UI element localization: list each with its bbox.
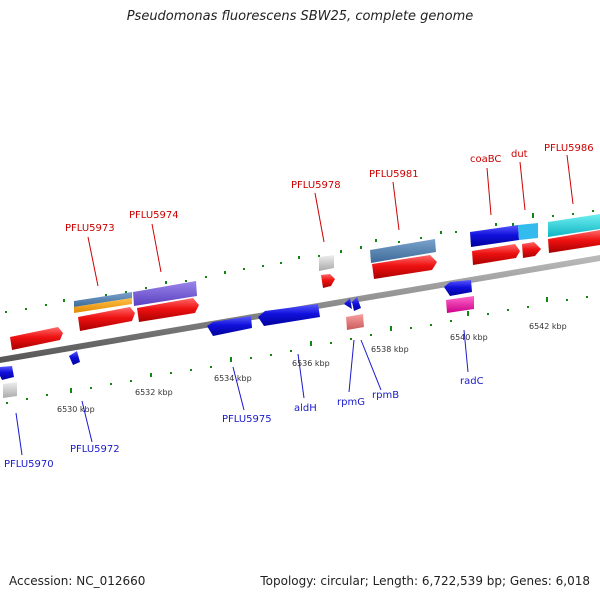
gene-pflu5978-arrow[interactable] xyxy=(321,274,335,288)
forward-tick-track xyxy=(5,210,594,313)
gene-coabc-cog-blue[interactable] xyxy=(470,225,519,247)
genome-summary-text: Topology: circular; Length: 6,722,539 bp… xyxy=(260,574,590,588)
gene-pflu5970-cog[interactable] xyxy=(3,382,17,398)
map-title: Pseudomonas fluorescens SBW25, complete … xyxy=(126,9,474,24)
gene-rpmg-arrow[interactable] xyxy=(344,298,352,309)
gene-label-coabc[interactable]: coaBC xyxy=(470,154,501,165)
gene-pflu5975-arrow[interactable] xyxy=(207,316,252,336)
gene-pflu5978-cog[interactable] xyxy=(319,255,334,271)
gene-pflu5981-cog[interactable] xyxy=(370,239,436,263)
gene-label-radc[interactable]: radC xyxy=(460,376,484,387)
scale-labels: 6530 kbp 6532 kbp 6534 kbp 6536 kbp 6538… xyxy=(57,322,567,414)
gene-pflu5974-cog[interactable] xyxy=(133,281,197,306)
gene-pflu5986-cog[interactable] xyxy=(548,214,600,237)
reverse-gene-labels: PFLU5970 PFLU5972 PFLU5975 aldH rpmG rpm… xyxy=(4,376,484,470)
gene-pflu5973-cog-steel[interactable] xyxy=(74,292,132,307)
gene-label-dut[interactable]: dut xyxy=(511,149,528,160)
accession-text: Accession: NC_012660 xyxy=(9,574,146,588)
scale-label: 6540 kbp xyxy=(450,333,488,342)
gene-label-rpmg[interactable]: rpmG xyxy=(337,397,365,408)
gene-rpmb-arrow[interactable] xyxy=(352,297,361,311)
leader-lines-forward xyxy=(87,154,574,287)
gene-radc-cog[interactable] xyxy=(446,296,474,313)
scale-label: 6532 kbp xyxy=(135,388,173,397)
gene-pflu5972-arrow[interactable] xyxy=(69,351,80,365)
scale-label: 6534 kbp xyxy=(214,374,252,383)
forward-gene-labels: PFLU5973 PFLU5974 PFLU5978 PFLU5981 coaB… xyxy=(65,143,594,234)
gene-label-pflu5972[interactable]: PFLU5972 xyxy=(70,444,120,455)
gene-pflu5971-arrow[interactable] xyxy=(10,327,63,350)
scale-label: 6536 kbp xyxy=(292,359,330,368)
gene-pflu5973-arrow[interactable] xyxy=(78,307,135,331)
gene-label-pflu5986[interactable]: PFLU5986 xyxy=(544,143,594,154)
gene-label-pflu5981[interactable]: PFLU5981 xyxy=(369,169,419,180)
gene-label-aldh[interactable]: aldH xyxy=(294,403,317,414)
gene-pflu5970-arrow[interactable] xyxy=(0,366,14,380)
leader-lines-reverse xyxy=(15,329,469,456)
gene-label-pflu5978[interactable]: PFLU5978 xyxy=(291,180,341,191)
gene-radc-arrow[interactable] xyxy=(444,280,472,296)
gene-pflu5973-cog-orange[interactable] xyxy=(74,298,132,313)
gene-pflu5981-arrow[interactable] xyxy=(372,255,437,279)
gene-coabc-cog-cyan[interactable] xyxy=(518,223,538,240)
reverse-tick-track xyxy=(6,296,588,404)
gene-dut-arrow[interactable] xyxy=(522,242,541,258)
gene-pflu5974-arrow[interactable] xyxy=(137,298,199,322)
gene-label-pflu5974[interactable]: PFLU5974 xyxy=(129,210,179,221)
scale-label: 6542 kbp xyxy=(529,322,567,331)
gene-pflu5986-arrow[interactable] xyxy=(548,230,600,253)
scale-label: 6530 kbp xyxy=(57,405,95,414)
gene-label-pflu5973[interactable]: PFLU5973 xyxy=(65,223,115,234)
scale-label: 6538 kbp xyxy=(371,345,409,354)
gene-label-rpmb[interactable]: rpmB xyxy=(372,390,399,401)
gene-aldh-arrow[interactable] xyxy=(258,304,320,326)
reverse-features xyxy=(0,280,474,398)
forward-features xyxy=(10,214,600,350)
gene-rpmb-cog[interactable] xyxy=(346,314,364,330)
gene-label-pflu5970[interactable]: PFLU5970 xyxy=(4,459,54,470)
gene-coabc-arrow[interactable] xyxy=(472,244,520,265)
gene-label-pflu5975[interactable]: PFLU5975 xyxy=(222,414,272,425)
